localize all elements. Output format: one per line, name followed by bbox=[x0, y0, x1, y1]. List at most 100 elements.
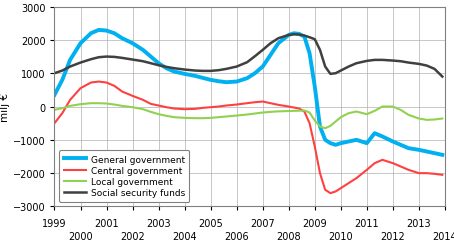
Social security funds bbox=[216, 69, 221, 72]
Y-axis label: milj €: milj € bbox=[0, 93, 10, 121]
Central government bbox=[268, 102, 273, 105]
General government bbox=[216, 80, 221, 83]
Central government bbox=[338, 187, 344, 190]
Central government bbox=[164, 106, 169, 109]
Local government bbox=[312, 119, 317, 122]
Local government bbox=[317, 125, 323, 129]
General government bbox=[328, 142, 333, 145]
General government bbox=[296, 33, 302, 36]
Central government bbox=[322, 188, 328, 192]
Local government bbox=[96, 102, 101, 105]
Social security funds bbox=[268, 43, 273, 46]
Social security funds bbox=[380, 59, 385, 62]
Local government bbox=[268, 111, 273, 114]
Text: 2005: 2005 bbox=[198, 218, 223, 228]
Local government bbox=[301, 110, 307, 113]
Local government bbox=[390, 106, 395, 109]
Central government bbox=[398, 165, 404, 168]
Social security funds bbox=[148, 62, 153, 66]
Text: 2002: 2002 bbox=[120, 232, 145, 241]
Social security funds bbox=[406, 62, 411, 65]
Local government bbox=[140, 108, 146, 111]
Central government bbox=[140, 99, 146, 102]
Central government bbox=[416, 172, 422, 175]
Social security funds bbox=[432, 68, 437, 71]
General government bbox=[276, 43, 281, 46]
Central government bbox=[88, 82, 94, 85]
Social security funds bbox=[78, 62, 83, 65]
General government bbox=[260, 66, 266, 69]
General government bbox=[59, 79, 65, 82]
Local government bbox=[291, 110, 296, 113]
Local government bbox=[172, 116, 177, 119]
Central government bbox=[130, 95, 135, 98]
Central government bbox=[439, 174, 445, 177]
Local government bbox=[416, 117, 422, 120]
General government bbox=[398, 144, 404, 147]
General government bbox=[380, 136, 385, 139]
Social security funds bbox=[322, 66, 328, 69]
Social security funds bbox=[317, 49, 323, 52]
Social security funds bbox=[182, 69, 188, 72]
General government bbox=[182, 73, 188, 76]
Social security funds bbox=[276, 38, 281, 41]
General government bbox=[390, 140, 395, 143]
Social security funds bbox=[208, 70, 213, 73]
Social security funds bbox=[286, 34, 291, 37]
Central government bbox=[67, 99, 73, 102]
Social security funds bbox=[172, 68, 177, 71]
Line: Central government: Central government bbox=[54, 82, 442, 193]
Central government bbox=[172, 108, 177, 111]
Text: 1999: 1999 bbox=[42, 218, 67, 228]
General government bbox=[364, 142, 370, 145]
General government bbox=[52, 94, 57, 97]
Local government bbox=[260, 112, 266, 115]
Social security funds bbox=[119, 57, 125, 60]
Local government bbox=[148, 111, 153, 114]
Social security funds bbox=[333, 72, 338, 75]
Local government bbox=[88, 102, 94, 105]
General government bbox=[322, 139, 328, 142]
General government bbox=[96, 29, 101, 32]
General government bbox=[338, 142, 344, 145]
Central government bbox=[328, 192, 333, 195]
Central government bbox=[52, 122, 57, 125]
Local government bbox=[307, 112, 312, 115]
Text: 2003: 2003 bbox=[146, 218, 171, 228]
General government bbox=[88, 33, 94, 36]
Social security funds bbox=[200, 70, 206, 73]
Local government bbox=[354, 111, 359, 114]
Social security funds bbox=[424, 65, 429, 68]
General government bbox=[223, 81, 229, 84]
Local government bbox=[164, 115, 169, 118]
Local government bbox=[52, 109, 57, 112]
Central government bbox=[208, 106, 213, 109]
Central government bbox=[119, 91, 125, 94]
Social security funds bbox=[252, 55, 257, 58]
General government bbox=[148, 56, 153, 59]
General government bbox=[104, 30, 109, 33]
Legend: General government, Central government, Local government, Social security funds: General government, Central government, … bbox=[59, 150, 189, 202]
Central government bbox=[301, 111, 307, 114]
Central government bbox=[148, 103, 153, 106]
Central government bbox=[291, 107, 296, 110]
Text: 2008: 2008 bbox=[276, 232, 301, 241]
Central government bbox=[156, 105, 161, 108]
Local government bbox=[439, 117, 445, 120]
General government bbox=[346, 140, 351, 143]
Social security funds bbox=[244, 61, 250, 65]
Central government bbox=[380, 159, 385, 162]
Text: 2014: 2014 bbox=[433, 232, 454, 241]
Central government bbox=[192, 108, 198, 111]
Central government bbox=[223, 105, 229, 108]
Text: 2011: 2011 bbox=[355, 218, 379, 228]
General government bbox=[172, 71, 177, 74]
General government bbox=[312, 86, 317, 89]
Central government bbox=[276, 104, 281, 107]
Local government bbox=[208, 117, 213, 120]
General government bbox=[372, 132, 377, 135]
Text: 2000: 2000 bbox=[68, 232, 93, 241]
Local government bbox=[322, 127, 328, 130]
Social security funds bbox=[301, 35, 307, 38]
Text: 2010: 2010 bbox=[329, 232, 353, 241]
